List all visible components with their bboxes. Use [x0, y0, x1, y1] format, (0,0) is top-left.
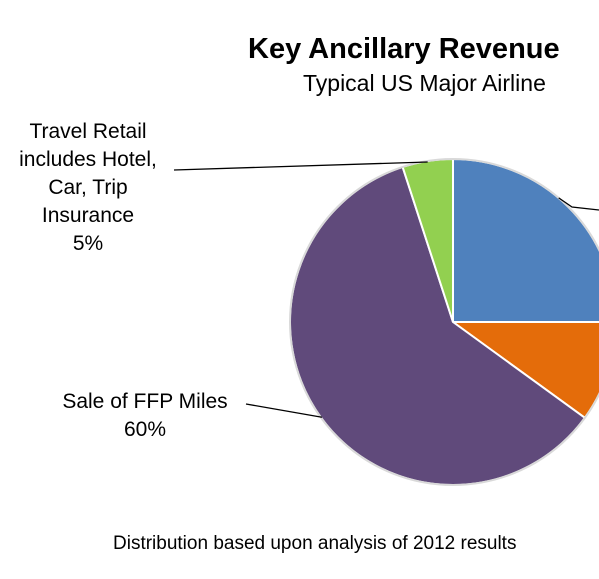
slice-label-line: Insurance [41, 204, 135, 227]
slice-label-travel-retail: Travel Retail includes Hotel, Car, Trip … [0, 118, 176, 258]
slice-label-line: Travel Retail [29, 120, 147, 143]
pie-slice-0 [452, 157, 599, 323]
slice-label-ffp-miles: Sale of FFP Miles 60% [40, 388, 250, 444]
leader-line-slice-0 [558, 197, 599, 211]
slice-label-line: includes Hotel, [19, 148, 157, 171]
chart-title: Key Ancillary Revenue [248, 33, 560, 65]
slice-value-label: 60% [123, 418, 167, 441]
slice-value-label: 5% [72, 232, 104, 255]
pie-outline [289, 158, 599, 486]
chart-subtitle: Typical US Major Airline [303, 70, 546, 96]
leader-line-travel-retail [173, 161, 428, 171]
slice-label-line: Sale of FFP Miles [62, 390, 228, 413]
slice-label-line: Car, Trip [48, 176, 128, 199]
leader-line-ffp-miles [245, 403, 323, 418]
chart-footnote: Distribution based upon analysis of 2012… [113, 533, 517, 554]
